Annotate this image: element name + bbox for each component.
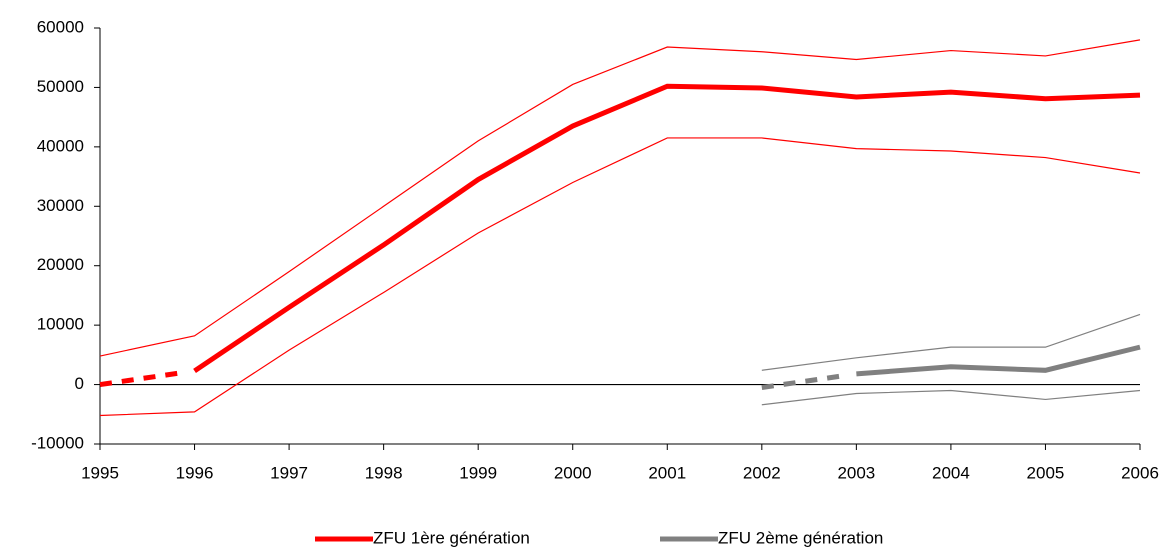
series-line (761, 344, 1141, 391)
y-tick-label: 0 (75, 374, 84, 393)
x-tick-label: 2001 (648, 463, 686, 482)
y-tick-label: 20000 (37, 255, 84, 274)
x-tick-label: 2003 (837, 463, 875, 482)
series-line (99, 83, 1141, 388)
x-tick-label: 2004 (932, 463, 970, 482)
x-tick-label: 2005 (1027, 463, 1065, 482)
x-tick-label: 1997 (270, 463, 308, 482)
y-tick-label: 50000 (37, 77, 84, 96)
upper-bound-line (761, 313, 1141, 371)
x-tick-label: 1998 (365, 463, 403, 482)
legend-label: ZFU 1ère génération (373, 528, 530, 547)
y-tick-label: 60000 (37, 17, 84, 36)
y-tick-label: 10000 (37, 315, 84, 334)
x-tick-label: 2000 (554, 463, 592, 482)
lower-bound-line (761, 389, 1141, 406)
x-tick-label: 1999 (459, 463, 497, 482)
y-tick-label: 30000 (37, 196, 84, 215)
x-tick-label: 1995 (81, 463, 119, 482)
x-tick-label: 1996 (176, 463, 214, 482)
x-tick-label: 2006 (1121, 463, 1159, 482)
y-tick-label: 40000 (37, 136, 84, 155)
y-tick-label: -10000 (31, 433, 84, 452)
lower-bound-line (99, 137, 1141, 417)
x-tick-label: 2002 (743, 463, 781, 482)
legend-label: ZFU 2ème génération (718, 528, 883, 547)
upper-bound-line (99, 39, 1141, 357)
